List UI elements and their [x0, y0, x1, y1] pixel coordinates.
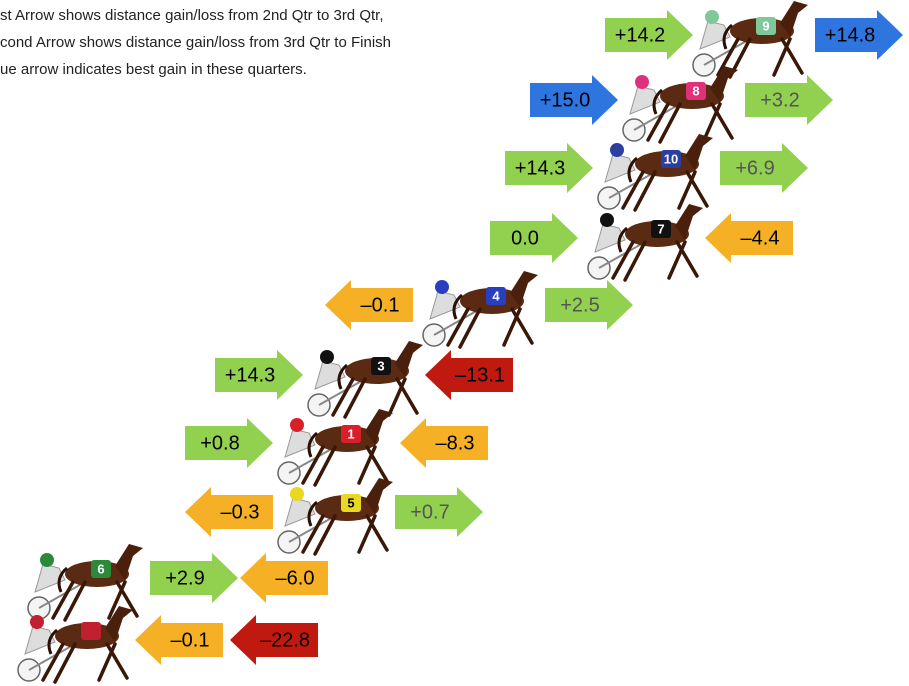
arrow-label: –22.8 — [260, 629, 310, 651]
horse: 9 — [693, 1, 808, 77]
arrow-label: +0.7 — [410, 501, 449, 523]
horse-number: 5 — [347, 495, 354, 510]
leg — [99, 644, 115, 680]
arrow-label: +14.3 — [515, 157, 566, 179]
helmet — [435, 280, 449, 294]
leg — [389, 379, 405, 415]
horse: 8 — [623, 66, 738, 142]
horse: 10 — [598, 134, 713, 210]
helmet — [320, 350, 334, 364]
arrow-label: +0.8 — [200, 432, 239, 454]
horse-number: 4 — [492, 288, 500, 303]
horse-number: 3 — [377, 358, 384, 373]
leg — [704, 104, 720, 140]
arrow-label: +6.9 — [735, 157, 774, 179]
arrow-label: +14.3 — [225, 364, 276, 386]
diagram: st Arrow shows distance gain/loss from 2… — [0, 0, 909, 686]
helmet — [705, 10, 719, 24]
leg — [512, 309, 532, 343]
arrow-label: –0.1 — [171, 629, 210, 651]
helmet — [290, 418, 304, 432]
horse: 4 — [423, 271, 538, 347]
leg — [774, 39, 790, 75]
leg — [669, 242, 685, 278]
horse-number: 10 — [664, 151, 678, 166]
leg — [712, 104, 732, 138]
arrow-label: +2.5 — [560, 294, 599, 316]
note: cond Arrow shows distance gain/loss from… — [0, 34, 391, 51]
leg — [397, 379, 417, 413]
arrow-label: –13.1 — [455, 364, 505, 386]
arrow-label: +14.8 — [825, 24, 876, 46]
arrow-label: –4.4 — [741, 227, 780, 249]
horse: 5 — [278, 478, 393, 554]
leg — [687, 172, 707, 206]
arrow-label: –8.3 — [436, 432, 475, 454]
horse-number: 8 — [692, 83, 699, 98]
leg — [367, 516, 387, 550]
arrow-label: –0.3 — [221, 501, 260, 523]
leg — [367, 447, 387, 481]
horse-number: 6 — [97, 561, 104, 576]
helmet — [600, 213, 614, 227]
arrow-label: +3.2 — [760, 89, 799, 111]
note: ue arrow indicates best gain in these qu… — [0, 61, 307, 78]
horse — [18, 606, 133, 682]
arrow-label: +15.0 — [540, 89, 591, 111]
leg — [107, 644, 127, 678]
horse-number: 7 — [657, 221, 664, 236]
leg — [679, 172, 695, 208]
helmet — [610, 143, 624, 157]
arrow-label: –0.1 — [361, 294, 400, 316]
saddle-pad — [81, 622, 101, 640]
helmet — [30, 615, 44, 629]
note: st Arrow shows distance gain/loss from 2… — [0, 7, 384, 24]
leg — [677, 242, 697, 276]
horse: 7 — [588, 204, 703, 280]
leg — [359, 447, 375, 483]
horse: 1 — [278, 409, 393, 485]
leg — [504, 309, 520, 345]
arrow-label: 0.0 — [511, 227, 539, 249]
leg — [782, 39, 802, 73]
horse-number: 1 — [347, 426, 354, 441]
arrow-label: +2.9 — [165, 567, 204, 589]
arrow-label: –6.0 — [276, 567, 315, 589]
horse: 3 — [308, 341, 423, 417]
helmet — [290, 487, 304, 501]
leg — [359, 516, 375, 552]
helmet — [635, 75, 649, 89]
horse-number: 9 — [762, 18, 769, 33]
helmet — [40, 553, 54, 567]
arrow-label: +14.2 — [615, 24, 666, 46]
